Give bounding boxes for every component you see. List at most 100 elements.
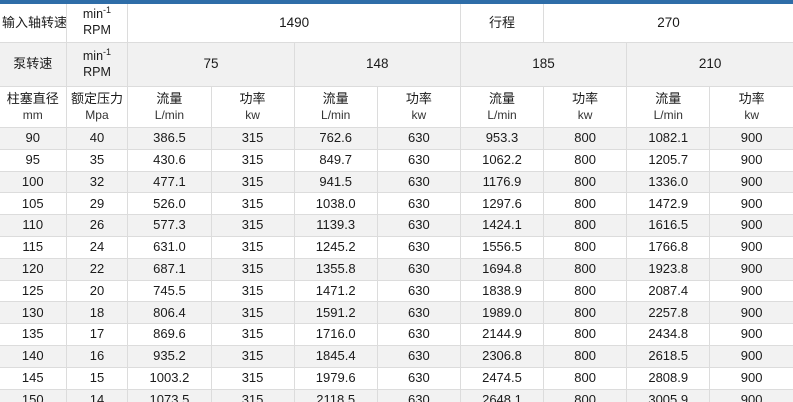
cell-r12-c3: 315 <box>211 389 295 402</box>
pump-speed-unit: min-1 RPM <box>66 42 129 87</box>
pump-speed-unit-base: min <box>82 48 104 63</box>
column-header-label: 功率 <box>239 91 266 107</box>
column-header-1: 额定压力 Mpa <box>66 86 129 128</box>
cell-r2-c8: 1336.0 <box>626 171 711 194</box>
cell-r1-c7: 800 <box>543 149 628 172</box>
cell-r12-c7: 800 <box>543 389 628 402</box>
cell-r6-c0: 120 <box>0 258 67 281</box>
column-header-label: 功率 <box>572 91 599 107</box>
cell-r9-c5: 630 <box>377 323 461 346</box>
column-header-unit: L/min <box>321 107 351 122</box>
cell-r12-c2: 1073.5 <box>127 389 212 402</box>
table-row: 95 35 430.6 315 849.7 630 1062.2 800 1205.7 900 <box>0 149 793 172</box>
column-header-8: 流量 L/min <box>626 86 711 128</box>
cell-r1-c0: 95 <box>0 149 67 172</box>
table-row: 110 26 577.3 315 1139.3 630 1424.1 800 1616.5 900 <box>0 214 793 237</box>
column-header-2: 流量 L/min <box>127 86 212 128</box>
cell-r2-c4: 941.5 <box>294 171 378 194</box>
table-row: 125 20 745.5 315 1471.2 630 1838.9 800 2087.4 900 <box>0 280 793 303</box>
input-shaft-speed-unit-base: min <box>82 7 104 22</box>
cell-r9-c9: 900 <box>709 323 793 346</box>
cell-r0-c4: 762.6 <box>294 127 378 150</box>
table-row: 145 15 1003.2 315 1979.6 630 2474.5 800 2808.9 90… <box>0 367 793 390</box>
pump-speed-label: 泵转速 <box>0 42 67 87</box>
cell-r8-c7: 800 <box>543 301 628 325</box>
pump-speed-unit-exponent: -1 <box>103 46 112 57</box>
cell-r8-c9: 900 <box>709 301 793 325</box>
table-row: 115 24 631.0 315 1245.2 630 1556.5 800 1766.8 900 <box>0 236 793 259</box>
cell-r4-c5: 630 <box>377 214 461 237</box>
table-row: 100 32 477.1 315 941.5 630 1176.9 800 1336.0 900 <box>0 171 793 194</box>
cell-r7-c5: 630 <box>377 280 461 303</box>
cell-r12-c8: 3005.9 <box>626 389 711 402</box>
column-header-unit: L/min <box>487 107 517 122</box>
cell-r6-c9: 900 <box>709 258 793 281</box>
input-shaft-speed-unit-exponent: -1 <box>103 5 112 16</box>
cell-r7-c2: 745.5 <box>127 280 212 303</box>
cell-r7-c1: 20 <box>66 280 129 303</box>
cell-r8-c1: 18 <box>66 301 129 325</box>
cell-r2-c6: 1176.9 <box>460 171 545 194</box>
cell-r1-c5: 630 <box>377 149 461 172</box>
cell-r6-c1: 22 <box>66 258 129 281</box>
cell-r10-c4: 1845.4 <box>294 345 378 368</box>
cell-r5-c4: 1245.2 <box>294 236 378 259</box>
cell-r11-c2: 1003.2 <box>127 367 212 390</box>
cell-r6-c5: 630 <box>377 258 461 281</box>
column-header-6: 流量 L/min <box>460 86 545 128</box>
cell-r8-c6: 1989.0 <box>460 301 545 325</box>
stroke-value: 270 <box>543 4 793 43</box>
input-shaft-speed-value: 1490 <box>127 4 461 43</box>
cell-r0-c3: 315 <box>211 127 295 150</box>
cell-r8-c3: 315 <box>211 301 295 325</box>
cell-r7-c3: 315 <box>211 280 295 303</box>
table-row: 90 40 386.5 315 762.6 630 953.3 800 1082.1 900 <box>0 127 793 150</box>
column-header-unit: kw <box>245 107 260 122</box>
cell-r3-c8: 1472.9 <box>626 192 711 216</box>
column-header-label: 流量 <box>156 91 183 107</box>
cell-r10-c6: 2306.8 <box>460 345 545 368</box>
cell-r5-c1: 24 <box>66 236 129 259</box>
cell-r10-c9: 900 <box>709 345 793 368</box>
column-header-5: 功率 kw <box>377 86 461 128</box>
cell-r7-c0: 125 <box>0 280 67 303</box>
cell-r10-c2: 935.2 <box>127 345 212 368</box>
cell-r12-c4: 2118.5 <box>294 389 378 402</box>
cell-r2-c5: 630 <box>377 171 461 194</box>
cell-r2-c9: 900 <box>709 171 793 194</box>
cell-r12-c0: 150 <box>0 389 67 402</box>
cell-r3-c6: 1297.6 <box>460 192 545 216</box>
cell-r5-c8: 1766.8 <box>626 236 711 259</box>
cell-r10-c0: 140 <box>0 345 67 368</box>
cell-r0-c0: 90 <box>0 127 67 150</box>
cell-r6-c3: 315 <box>211 258 295 281</box>
pump-speed-unit-rpm: RPM <box>83 64 111 79</box>
cell-r3-c9: 900 <box>709 192 793 216</box>
cell-r1-c2: 430.6 <box>127 149 212 172</box>
pump-speed-group-210: 210 <box>626 42 793 87</box>
column-header-0: 柱塞直径 mm <box>0 86 67 128</box>
column-header-unit: kw <box>577 107 593 122</box>
cell-r5-c2: 631.0 <box>127 236 212 259</box>
cell-r1-c4: 849.7 <box>294 149 378 172</box>
cell-r0-c1: 40 <box>66 127 129 150</box>
table-row: 140 16 935.2 315 1845.4 630 2306.8 800 2618.5 900 <box>0 345 793 368</box>
pump-speed-group-185: 185 <box>460 42 628 87</box>
cell-r11-c8: 2808.9 <box>626 367 711 390</box>
cell-r2-c2: 477.1 <box>127 171 212 194</box>
cell-r3-c2: 526.0 <box>127 192 212 216</box>
cell-r9-c3: 315 <box>211 323 295 346</box>
header-row-pump-speed: 泵转速 min-1 RPM 75 148 185 210 <box>0 42 793 87</box>
cell-r0-c9: 900 <box>709 127 793 150</box>
cell-r4-c7: 800 <box>543 214 628 237</box>
cell-r2-c1: 32 <box>66 171 129 194</box>
cell-r11-c5: 630 <box>377 367 461 390</box>
pump-speed-group-148: 148 <box>294 42 461 87</box>
cell-r1-c8: 1205.7 <box>626 149 711 172</box>
cell-r3-c0: 105 <box>0 192 67 216</box>
cell-r11-c9: 900 <box>709 367 793 390</box>
cell-r12-c1: 14 <box>66 389 129 402</box>
column-header-unit: Mpa <box>85 107 109 122</box>
accent-top-bar <box>0 0 793 4</box>
cell-r4-c6: 1424.1 <box>460 214 545 237</box>
